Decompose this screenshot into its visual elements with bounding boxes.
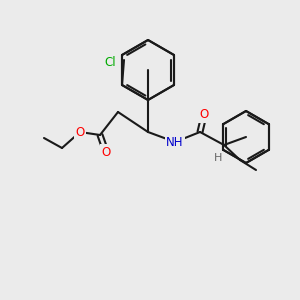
Text: H: H bbox=[214, 153, 222, 163]
Text: O: O bbox=[75, 125, 85, 139]
Text: Cl: Cl bbox=[104, 56, 116, 68]
Text: NH: NH bbox=[166, 136, 184, 148]
Text: O: O bbox=[200, 109, 208, 122]
Text: O: O bbox=[101, 146, 111, 158]
